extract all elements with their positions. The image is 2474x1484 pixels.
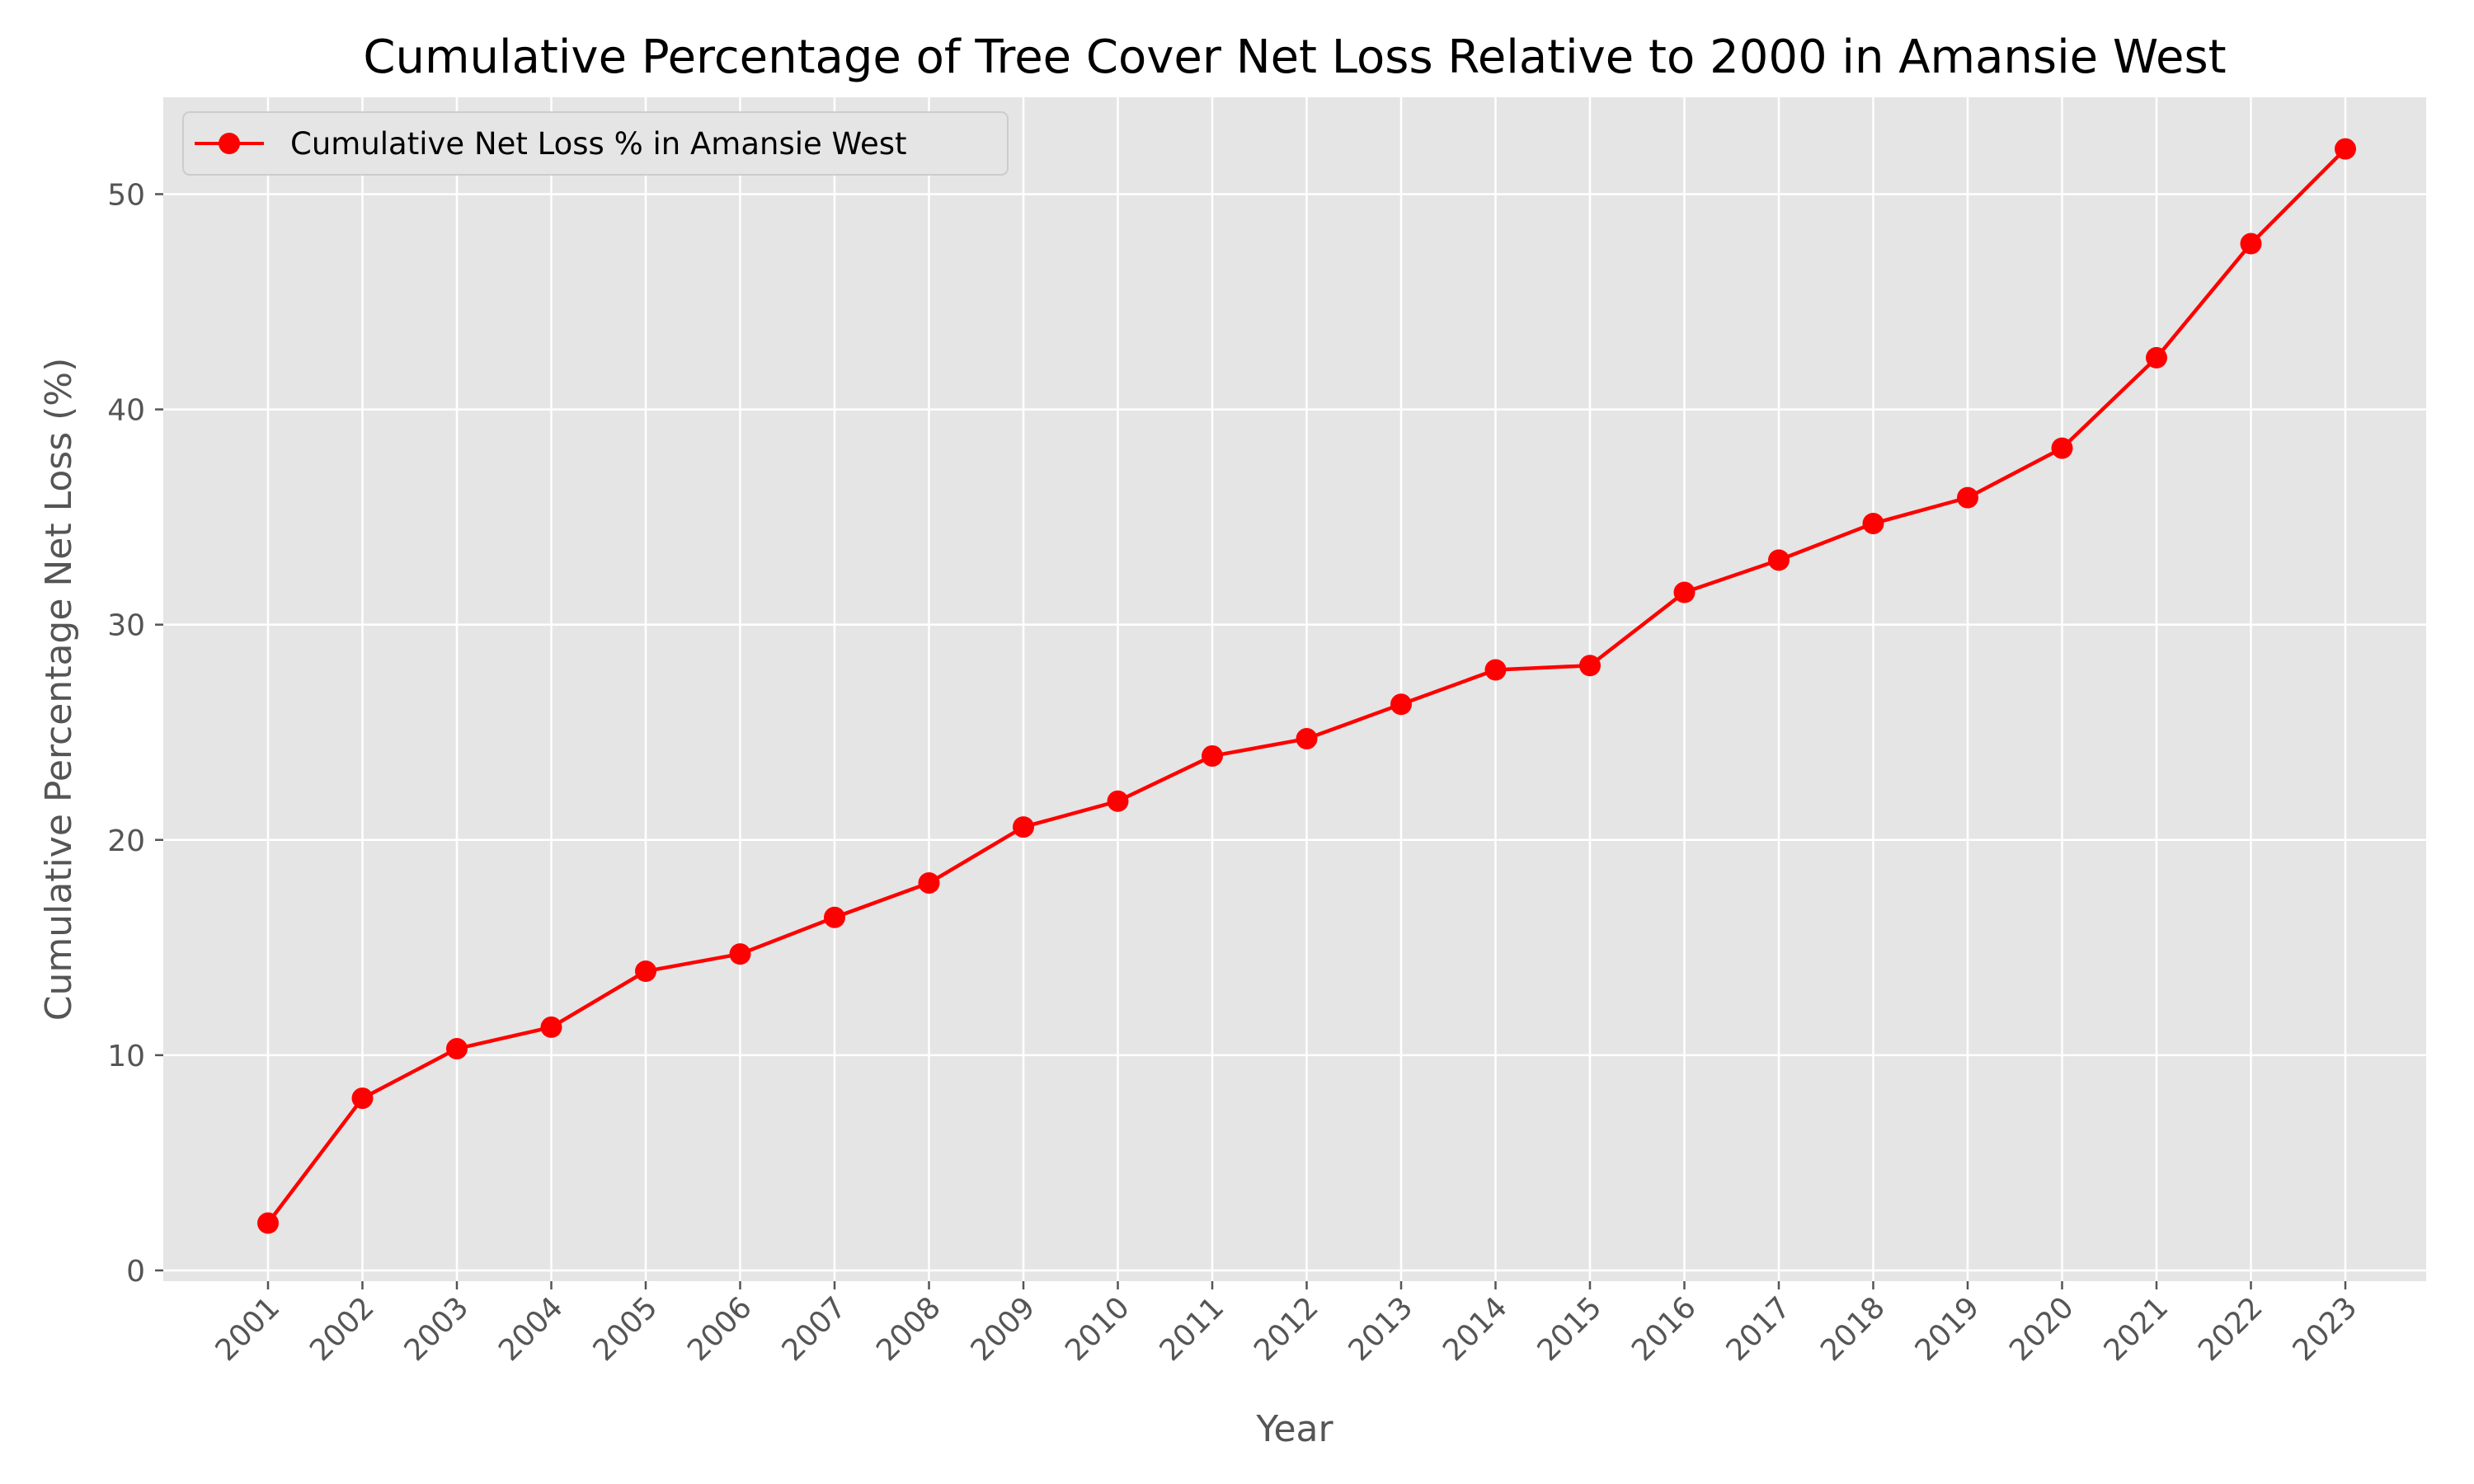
x-tick-label: 2018 [1814, 1290, 1892, 1368]
data-point [824, 906, 845, 928]
data-point [635, 960, 656, 983]
y-tick-label: 50 [107, 178, 145, 212]
x-tick-label: 2008 [870, 1290, 948, 1368]
data-point [2240, 232, 2262, 255]
x-tick-label: 2010 [1059, 1290, 1136, 1368]
data-point [1862, 512, 1884, 534]
x-tick-label: 2011 [1154, 1290, 1231, 1368]
legend-box [182, 111, 1009, 176]
data-point [1202, 744, 1223, 767]
chart-title: Cumulative Percentage of Tree Cover Net … [363, 31, 2226, 84]
x-tick-label: 2002 [303, 1290, 381, 1368]
legend-label: Cumulative Net Loss % in Amansie West [290, 126, 907, 162]
x-tick-label: 2003 [398, 1290, 476, 1368]
y-tick-label: 0 [126, 1255, 145, 1289]
data-point [1768, 549, 1790, 571]
data-point [540, 1016, 562, 1038]
data-point [1296, 728, 1318, 750]
x-axis-label: Year [1255, 1408, 1333, 1450]
y-tick-label: 10 [107, 1040, 145, 1073]
x-tick-label: 2014 [1437, 1290, 1514, 1368]
x-tick-label: 2005 [587, 1290, 665, 1368]
x-tick-label: 2015 [1531, 1290, 1609, 1368]
data-point [2335, 138, 2356, 160]
data-point [1013, 816, 1034, 838]
x-tick-label: 2013 [1343, 1290, 1420, 1368]
data-point [1107, 790, 1129, 812]
legend: Cumulative Net Loss % in Amansie West [182, 111, 1009, 176]
x-tick-label: 2012 [1248, 1290, 1325, 1368]
x-tick-label: 2019 [1909, 1290, 1987, 1368]
x-tick-label: 2023 [2287, 1290, 2364, 1368]
x-tick-label: 2009 [965, 1290, 1042, 1368]
data-point [1484, 659, 1507, 681]
y-axis-label: Cumulative Percentage Net Loss (%) [38, 358, 80, 1021]
data-point [729, 943, 751, 965]
x-tick-label: 2017 [1720, 1290, 1798, 1368]
data-point [1673, 581, 1696, 603]
x-tick-label: 2021 [2098, 1290, 2175, 1368]
data-point [2146, 346, 2167, 369]
x-tick-label: 2022 [2192, 1290, 2269, 1368]
y-tick-label: 40 [107, 394, 145, 428]
data-point [1390, 693, 1412, 716]
x-axis-ticks: 2001 2002 2003 2004 2005 2006 2007 2008 2009 2010… [209, 1281, 2364, 1368]
y-tick-label: 20 [107, 824, 145, 858]
grid [163, 97, 2426, 1281]
series-layer [257, 138, 2356, 1234]
data-point [2051, 437, 2073, 459]
x-tick-label: 2006 [681, 1290, 759, 1368]
x-tick-label: 2001 [209, 1290, 287, 1368]
data-point [351, 1087, 374, 1110]
x-tick-label: 2007 [776, 1290, 854, 1368]
y-tick-label: 30 [107, 609, 145, 643]
x-tick-label: 2016 [1625, 1290, 1703, 1368]
data-point [257, 1212, 279, 1234]
data-point [446, 1038, 468, 1060]
data-point [1957, 486, 1978, 509]
x-tick-label: 2020 [2003, 1290, 2081, 1368]
legend-marker-swatch [219, 133, 240, 154]
data-point [1579, 655, 1601, 677]
x-tick-label: 2004 [492, 1290, 570, 1368]
data-point [918, 871, 940, 894]
y-axis-ticks: 0 10 20 30 40 50 [107, 178, 163, 1289]
plot-area [163, 97, 2426, 1281]
